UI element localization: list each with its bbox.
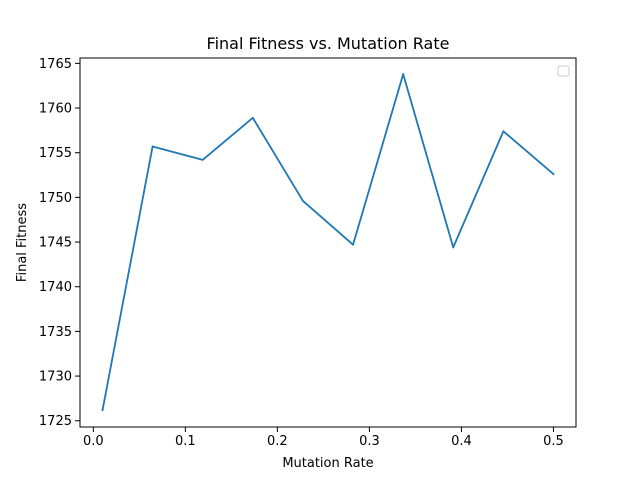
- y-tick-label: 1755: [39, 146, 72, 161]
- x-axis-ticks: 0.0 0.1 0.2 0.3 0.4 0.5: [83, 427, 564, 449]
- y-axis-title: Final Fitness: [15, 203, 30, 282]
- series-line: [101, 73, 555, 412]
- data-point: [201, 158, 204, 161]
- y-tick-label: 1760: [39, 102, 72, 117]
- data-point: [502, 130, 505, 133]
- y-tick-label: 1725: [39, 414, 72, 429]
- data-point: [402, 73, 405, 75]
- data-point: [101, 409, 104, 411]
- legend-box: [557, 65, 570, 77]
- x-tick-label: 0.3: [359, 434, 380, 449]
- y-tick-label: 1735: [39, 325, 72, 340]
- data-point: [452, 246, 455, 249]
- y-axis-ticks: 1725 1730 1735 1740 1745 1750 1755 1760 1765: [39, 57, 80, 429]
- y-tick-label: 1750: [39, 191, 72, 206]
- x-tick-label: 0.0: [83, 434, 104, 449]
- y-tick-label: 1745: [39, 236, 72, 251]
- data-point: [151, 145, 154, 148]
- x-tick-label: 0.4: [451, 434, 472, 449]
- plot-area: [101, 73, 555, 412]
- y-tick-label: 1765: [39, 57, 72, 72]
- data-point: [251, 116, 254, 119]
- y-tick-label: 1730: [39, 370, 72, 385]
- data-point: [552, 173, 555, 176]
- data-point: [302, 200, 304, 202]
- x-tick-label: 0.1: [175, 434, 196, 449]
- chart-title: Final Fitness vs. Mutation Rate: [207, 34, 450, 53]
- data-point: [352, 243, 354, 246]
- x-axis-title: Mutation Rate: [282, 456, 373, 471]
- y-tick-label: 1740: [39, 280, 72, 295]
- x-tick-label: 0.5: [543, 434, 564, 449]
- x-tick-label: 0.2: [267, 434, 288, 449]
